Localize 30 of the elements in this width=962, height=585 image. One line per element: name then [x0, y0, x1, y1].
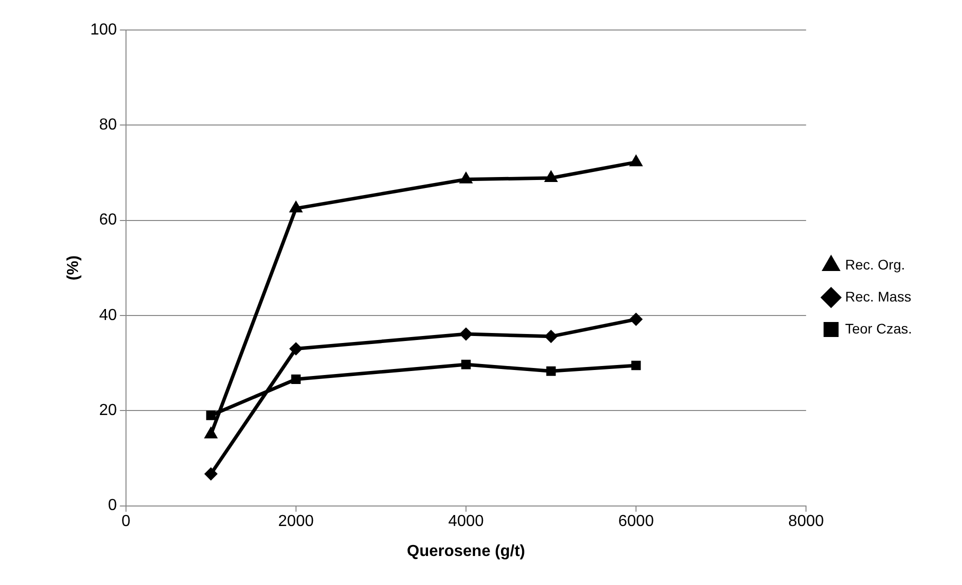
point: [459, 172, 473, 184]
y-tick-label: 0: [108, 497, 117, 514]
legend-label: Teor Czas.: [845, 320, 912, 336]
point: [544, 330, 558, 343]
y-tick-label: 100: [90, 21, 117, 38]
x-tick-label: 4000: [448, 513, 484, 530]
legend-label: Rec. Mass: [845, 288, 912, 304]
point: [204, 467, 218, 480]
point: [459, 328, 472, 341]
point: [631, 360, 641, 370]
point: [629, 154, 643, 166]
x-axis-title: Querosene (g/t): [406, 542, 526, 560]
point: [546, 366, 556, 376]
point: [289, 200, 303, 212]
y-tick-label: 20: [99, 402, 117, 420]
point: [206, 410, 216, 420]
x-tick-label: 6000: [618, 513, 654, 530]
legend-label: Rec. Org.: [845, 256, 905, 272]
y-axis-title: (%): [65, 255, 82, 280]
point: [461, 360, 471, 370]
y-tick-label: 40: [99, 306, 117, 324]
point: [291, 374, 301, 384]
x-tick-label: 0: [121, 513, 130, 530]
point: [544, 170, 558, 182]
x-tick-label: 8000: [788, 513, 824, 530]
y-tick-label: 60: [99, 212, 117, 229]
point: [289, 342, 302, 356]
x-tick-label: 2000: [278, 513, 314, 530]
y-tick-label: 80: [99, 116, 117, 134]
point: [630, 312, 643, 326]
